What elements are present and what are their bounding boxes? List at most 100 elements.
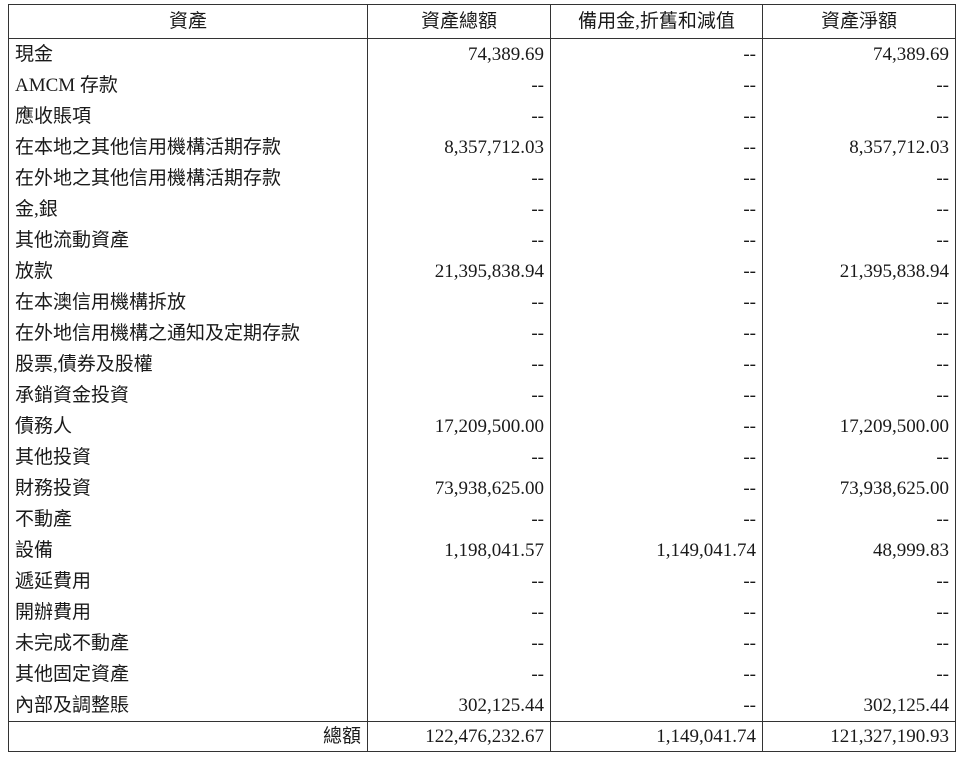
gross-amount: --: [367, 287, 551, 318]
provision-amount: --: [550, 380, 763, 411]
asset-name: 承銷資金投資: [8, 380, 368, 411]
gross-amount: --: [367, 70, 551, 101]
provision-amount: --: [550, 566, 763, 597]
net-amount: 73,938,625.00: [762, 473, 956, 504]
provision-amount: --: [550, 38, 763, 70]
provision-amount: --: [550, 101, 763, 132]
table-row: 放款 21,395,838.94 -- 21,395,838.94: [8, 256, 956, 287]
header-provision: 備用金,折舊和減值: [550, 4, 763, 39]
gross-amount: --: [367, 349, 551, 380]
net-amount: --: [762, 70, 956, 101]
table-row: 股票,債券及股權 -- -- --: [8, 349, 956, 380]
asset-name: 債務人: [8, 411, 368, 442]
net-amount: --: [762, 504, 956, 535]
net-amount: --: [762, 659, 956, 690]
asset-name: 在本澳信用機構拆放: [8, 287, 368, 318]
table-row: 未完成不動產 -- -- --: [8, 628, 956, 659]
asset-name: 設備: [8, 535, 368, 566]
provision-amount: --: [550, 628, 763, 659]
provision-amount: 1,149,041.74: [550, 535, 763, 566]
table-row: 在外地信用機構之通知及定期存款 -- -- --: [8, 318, 956, 349]
table-row: 其他投資 -- -- --: [8, 442, 956, 473]
gross-amount: 17,209,500.00: [367, 411, 551, 442]
gross-amount: --: [367, 566, 551, 597]
asset-name: 應收賬項: [8, 101, 368, 132]
net-amount: 8,357,712.03: [762, 132, 956, 163]
provision-amount: --: [550, 225, 763, 256]
gross-amount: --: [367, 194, 551, 225]
asset-name: AMCM 存款: [8, 70, 368, 101]
net-amount: 48,999.83: [762, 535, 956, 566]
total-gross: 122,476,232.67: [367, 721, 551, 752]
table-row: 債務人 17,209,500.00 -- 17,209,500.00: [8, 411, 956, 442]
provision-amount: --: [550, 70, 763, 101]
table-row: 其他固定資產 -- -- --: [8, 659, 956, 690]
table-row: 承銷資金投資 -- -- --: [8, 380, 956, 411]
net-amount: --: [762, 318, 956, 349]
table-row: 開辦費用 -- -- --: [8, 597, 956, 628]
asset-name: 現金: [8, 38, 368, 70]
provision-amount: --: [550, 690, 763, 722]
asset-name: 不動產: [8, 504, 368, 535]
provision-amount: --: [550, 659, 763, 690]
net-amount: --: [762, 628, 956, 659]
gross-amount: --: [367, 504, 551, 535]
gross-amount: --: [367, 318, 551, 349]
net-amount: --: [762, 194, 956, 225]
gross-amount: 74,389.69: [367, 38, 551, 70]
asset-name: 在外地信用機構之通知及定期存款: [8, 318, 368, 349]
header-gross: 資產總額: [367, 4, 551, 39]
net-amount: --: [762, 380, 956, 411]
provision-amount: --: [550, 349, 763, 380]
table-row: 在本澳信用機構拆放 -- -- --: [8, 287, 956, 318]
asset-name: 其他投資: [8, 442, 368, 473]
net-amount: --: [762, 225, 956, 256]
table-row: 內部及調整賬 302,125.44 -- 302,125.44: [8, 690, 956, 722]
provision-amount: --: [550, 504, 763, 535]
asset-name: 遞延費用: [8, 566, 368, 597]
table-row: 不動產 -- -- --: [8, 504, 956, 535]
table-row: 在外地之其他信用機構活期存款 -- -- --: [8, 163, 956, 194]
gross-amount: --: [367, 380, 551, 411]
asset-name: 股票,債券及股權: [8, 349, 368, 380]
gross-amount: 1,198,041.57: [367, 535, 551, 566]
net-amount: --: [762, 287, 956, 318]
net-amount: 302,125.44: [762, 690, 956, 722]
provision-amount: --: [550, 163, 763, 194]
asset-name: 在本地之其他信用機構活期存款: [8, 132, 368, 163]
table-row: AMCM 存款 -- -- --: [8, 70, 956, 101]
total-label: 總額: [8, 721, 368, 752]
net-amount: --: [762, 349, 956, 380]
net-amount: --: [762, 163, 956, 194]
gross-amount: --: [367, 163, 551, 194]
table-row: 現金 74,389.69 -- 74,389.69: [8, 38, 956, 70]
provision-amount: --: [550, 194, 763, 225]
asset-name: 在外地之其他信用機構活期存款: [8, 163, 368, 194]
provision-amount: --: [550, 287, 763, 318]
provision-amount: --: [550, 132, 763, 163]
gross-amount: 73,938,625.00: [367, 473, 551, 504]
gross-amount: --: [367, 628, 551, 659]
table-row: 應收賬項 -- -- --: [8, 101, 956, 132]
table-row: 在本地之其他信用機構活期存款 8,357,712.03 -- 8,357,712.03: [8, 132, 956, 163]
table-row: 財務投資 73,938,625.00 -- 73,938,625.00: [8, 473, 956, 504]
net-amount: --: [762, 566, 956, 597]
total-row: 總額 122,476,232.67 1,149,041.74 121,327,1…: [8, 721, 956, 752]
gross-amount: --: [367, 101, 551, 132]
gross-amount: 302,125.44: [367, 690, 551, 722]
provision-amount: --: [550, 411, 763, 442]
net-amount: --: [762, 101, 956, 132]
total-net: 121,327,190.93: [762, 721, 956, 752]
gross-amount: 8,357,712.03: [367, 132, 551, 163]
gross-amount: --: [367, 597, 551, 628]
asset-name: 金,銀: [8, 194, 368, 225]
table-row: 設備 1,198,041.57 1,149,041.74 48,999.83: [8, 535, 956, 566]
gross-amount: 21,395,838.94: [367, 256, 551, 287]
net-amount: 74,389.69: [762, 38, 956, 70]
net-amount: --: [762, 442, 956, 473]
provision-amount: --: [550, 318, 763, 349]
asset-name: 未完成不動產: [8, 628, 368, 659]
asset-name: 其他固定資產: [8, 659, 368, 690]
total-provision: 1,149,041.74: [550, 721, 763, 752]
asset-name: 其他流動資產: [8, 225, 368, 256]
